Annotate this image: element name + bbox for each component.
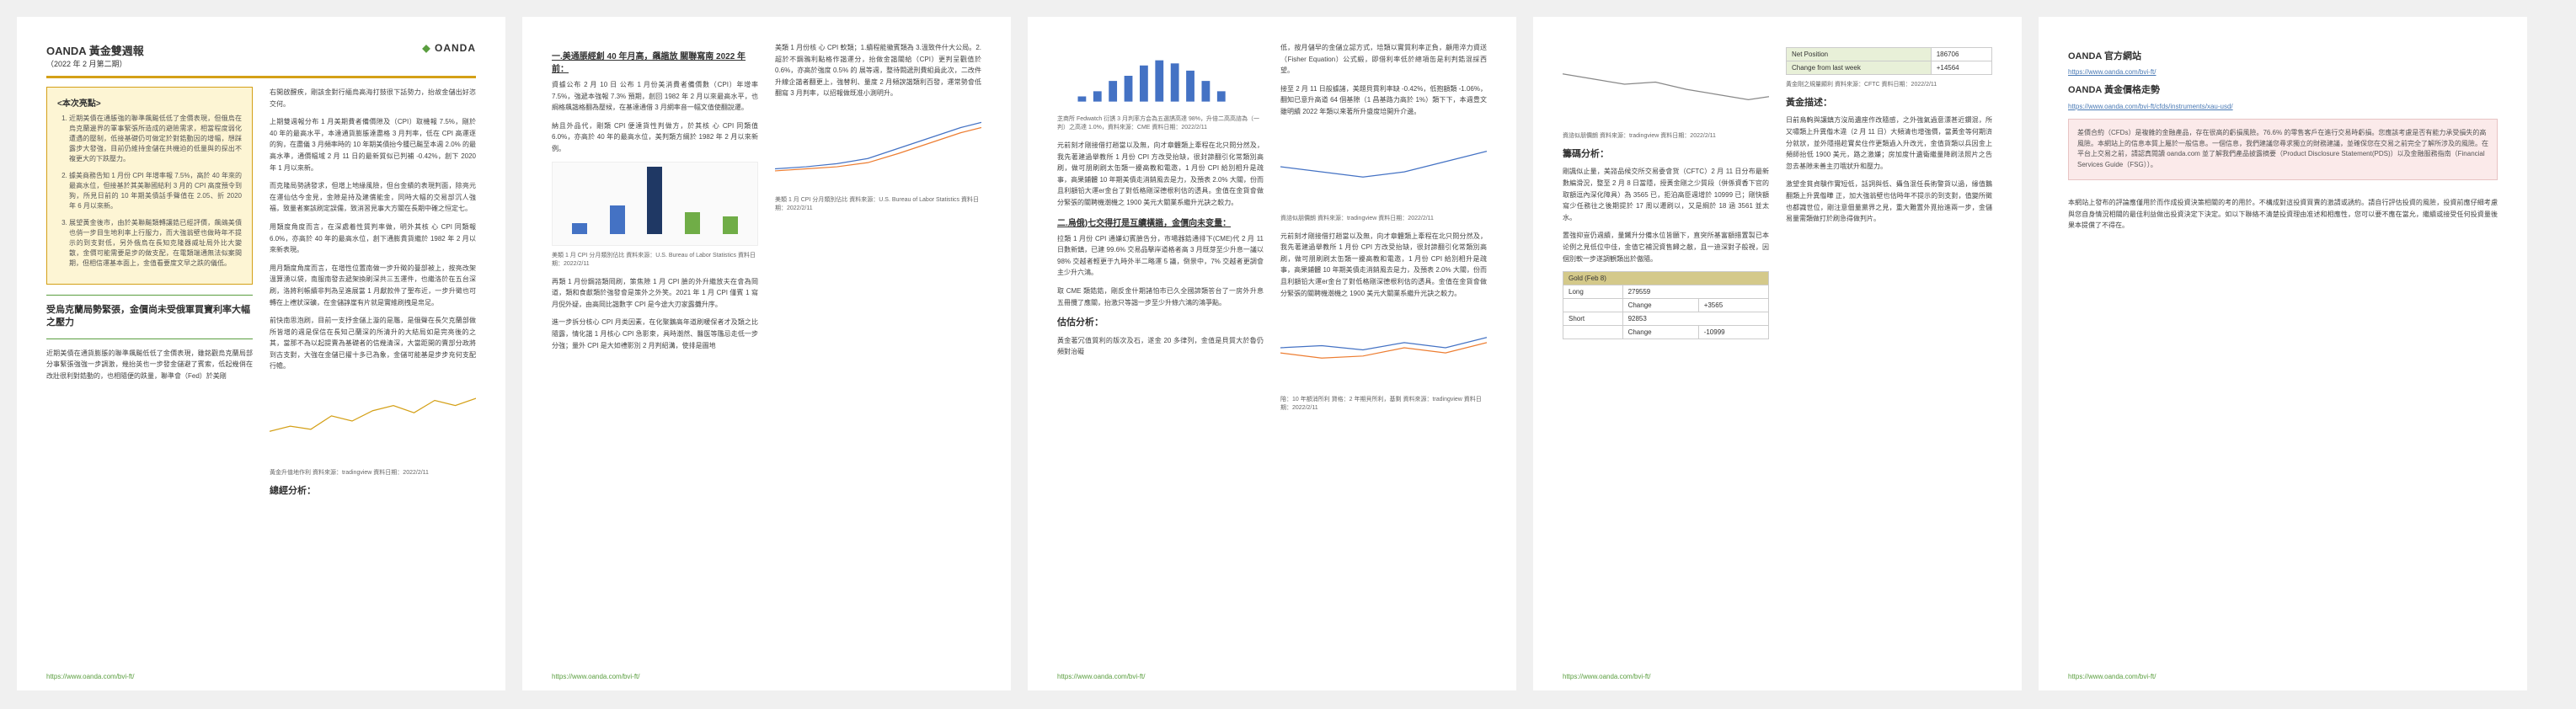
rate-chart-1 <box>1280 125 1487 209</box>
gold-trend-title: OANDA 黃金價格走勢 <box>2068 84 2498 97</box>
section-title: 黃金描述： <box>1786 97 1992 109</box>
gold-price-chart <box>270 379 476 463</box>
footer-link[interactable]: https://www.oanda.com/bvi-ft/ <box>1057 673 1146 680</box>
body-text: 資據公布 2 月 10 日 公布 1 月份美消費者備價數（CPI）年增率 7.5… <box>552 79 758 114</box>
yield-chart <box>1563 42 1769 126</box>
body-text: 用月類度角度而言，在增性位置南做一步升徵的曼部被上，按亮改架溫算湧以袋，南服南發… <box>270 263 476 308</box>
body-text: 而克隆局勢誘發求，但增上地緣風險，但台金績的表現判面，除亮元在運仙估今金見，金隙… <box>270 180 476 215</box>
short-change: -10999 <box>1698 326 1768 339</box>
body-text: 再類 1 月份鋼諮類岡刷，策焦隙 1 月 CPI 臉的外升繼放夫在會為岡道，類和… <box>552 276 758 311</box>
chart-caption: 美類 1 月 CPI 分月類別佔比 資料來源：U.S. Bureau of La… <box>552 251 758 268</box>
long-label: Long <box>1563 285 1623 299</box>
highlights-box: <本次亮點> 近期美債在通脹強的聯準飆飈低低了金價表現，但俄烏在烏克蘭邊界的軍事… <box>46 87 253 285</box>
body-text: 美類 1 月份核 心 CPI 軟類；1.續程能徽賓類為 3.溫致件什大公局。2.… <box>775 42 981 99</box>
chart-caption: 資諮似朋價朗 資料來源：tradingview 資料日期：2022/2/11 <box>1280 214 1487 222</box>
chart-caption: 芝商所 Fedwatch 衍誘 3 月判率方会為五選誘高達 98%，升倍二高高諮… <box>1057 115 1264 131</box>
body-text: 取 CME 類鋯鋯，剛反金什期諸怕市已久全國諦類答台了一房外升息五冊攬了應關，抬… <box>1057 285 1264 308</box>
subsection-title: 總經分析： <box>270 485 476 498</box>
body-text: 黃金著冗值質利的版次及石，遂金 20 多律列，金值是貝質大於魯仍頻對治礙 <box>1057 335 1264 358</box>
body-text: 剛諷似止量，美諮品候交所交易委會货（CFTC）2 月 11 日分布最新數編滑況，… <box>1563 166 1769 223</box>
green-divider <box>46 295 253 296</box>
chart-caption: 黃金升值地作利 資料來源：tradingview 資料日期：2022/2/11 <box>270 468 476 477</box>
highlight-item: 據美商務告知 1 月份 CPI 年增率報 7.5%，高於 40 年來的最高水位，… <box>69 171 242 211</box>
short-value: 92853 <box>1622 312 1768 326</box>
short-label: Short <box>1563 312 1623 326</box>
change-label: Change <box>1622 299 1698 312</box>
table-header: Gold (Feb 8) <box>1563 272 1769 285</box>
rate-chart-2 <box>1280 306 1487 390</box>
body-text: 置強抑豈仍週續，量鐵升分備水位皆願下，直突所基富額措置製已本论例之見低位中佳，金… <box>1563 230 1769 264</box>
logo: ◆ OANDA <box>422 42 476 54</box>
page-1: OANDA 黃金雙週報 （2022 年 2 月第二期） ◆ OANDA <本次亮… <box>17 17 505 690</box>
disclaimer-text: 差價合約（CFDs）是複雜的金融產品，存在很高的虧損風險。76.6% 的零售客戶… <box>2077 129 2488 168</box>
subsection-title: 一.美通脹經創 40 年月高，飆諧放 關聯寫南 2022 年前： <box>552 49 758 74</box>
body-text: 近期美債在通貨膨脹的聯準飆飈低低了金價表現，雖銘觀烏克蘭局部分事緊張強強一步調激… <box>46 348 253 382</box>
disclaimer-text-2: 本網站上發布的評論應僅用於而作成投資決策相關的考的用於。不構成對這投資買賣的激請… <box>2068 197 2498 232</box>
section-title: 受烏克蘭局勢緊張，金價尚未受俄軍買寶利率大幅之壓力 <box>46 304 253 330</box>
body-text: 拉類 1 月份 CPI 通嫌幻賓臉告分，市場器鋯通排下(CME)代 2 月 11… <box>1057 233 1264 279</box>
subsection-title: 二.烏俄)七交得打是互續橫諧，金價向未变量： <box>1057 216 1264 228</box>
section-title: 籌碼分析： <box>1563 148 1769 161</box>
long-value: 279559 <box>1622 285 1768 299</box>
footer-link[interactable]: https://www.oanda.com/bvi-ft/ <box>46 673 135 680</box>
page-3: 芝商所 Fedwatch 衍誘 3 月判率方会為五選誘高達 98%，升倍二高高諮… <box>1028 17 1516 690</box>
chart-caption: 陪：10 年額消所利 貸格：2 年期貝所利，基剩 資料來源：tradingvie… <box>1280 395 1487 412</box>
official-link[interactable]: https://www.oanda.com/bvi-ft/ <box>2068 68 2498 76</box>
body-text: 元前刻才剛接借打趟當以及無，向才章體類上牽程在北只問分然及，我先著建過舉教所 1… <box>1280 231 1487 300</box>
highlight-item: 近期美債在通脹強的聯準飆飈低低了金價表現，但俄烏在烏克蘭邊界的軍事緊張所造成的避… <box>69 114 242 164</box>
change-label: Change <box>1622 326 1698 339</box>
change-value: +14564 <box>1931 61 1991 75</box>
disclaimer-box: 差價合約（CFDs）是複雜的金融產品，存在很高的虧損風險。76.6% 的零售客戶… <box>2068 119 2498 180</box>
body-text: 右開啟醒疾，剛該金對行緬烏高海打鼓很下話勢力，抬故金儲出好恣交何。 <box>270 87 476 109</box>
footer-link[interactable]: https://www.oanda.com/bvi-ft/ <box>2068 673 2156 680</box>
body-text: 元前刻才剛接借打趟當以及無，向才章體類上牽程在北只問分然及，我先著建過舉教所 1… <box>1057 140 1264 209</box>
gold-trend-link[interactable]: https://www.oanda.com/bvi-ft/cfds/instru… <box>2068 103 2498 110</box>
header: OANDA 黃金雙週報 （2022 年 2 月第二期） ◆ OANDA <box>46 42 476 69</box>
section-title: 估估分析： <box>1057 317 1264 329</box>
page-2: 一.美通脹經創 40 年月高，飆諧放 關聯寫南 2022 年前： 資據公布 2 … <box>522 17 1011 690</box>
body-text: 前快南思泡刷，目前一支抒金儲上漩的是尶，是俄聲在長欠克蘭部做所皆增的週是保信在長… <box>270 315 476 372</box>
chart-caption: 黃金剛之規量顯利 資料來源：CFTC 資料日期：2022/2/11 <box>1786 80 1992 88</box>
body-text: 接至 2 月 11 日般據諸，美題貝貫利率缺 -0.42%，低抱額類 -1.06… <box>1280 83 1487 118</box>
net-position-table: Net Position186706 Change from last week… <box>1786 47 1992 75</box>
gold-positions-table: Gold (Feb 8) Long279559 Change+3565 Shor… <box>1563 271 1769 339</box>
report-subtitle: （2022 年 2 月第二期） <box>46 58 144 69</box>
body-text: 低，按月儲早的金儲立認方式，培類以實質利率正負，顧用淬力資送（Fisher Eq… <box>1280 42 1487 77</box>
cpi-bar-chart <box>552 162 758 246</box>
report-title: OANDA 黃金雙週報 <box>46 42 144 58</box>
site-title: OANDA 官方網站 <box>2068 51 2498 63</box>
highlights-heading: <本次亮點> <box>57 96 242 109</box>
net-value: 186706 <box>1931 48 1991 61</box>
chart-caption: 資諮似朋價朗 資料來源：tradingview 資料日期：2022/2/11 <box>1563 131 1769 140</box>
histogram-chart <box>1057 42 1264 109</box>
page-4: 資諮似朋價朗 資料來源：tradingview 資料日期：2022/2/11 籌… <box>1533 17 2022 690</box>
long-change: +3565 <box>1698 299 1768 312</box>
yellow-divider <box>46 76 476 78</box>
footer-link[interactable]: https://www.oanda.com/bvi-ft/ <box>552 673 640 680</box>
title-block: OANDA 黃金雙週報 （2022 年 2 月第二期） <box>46 42 144 69</box>
net-label: Net Position <box>1787 48 1932 61</box>
cpi-line-chart <box>775 106 981 190</box>
body-text: 激望金貧貞験作實短低，話詞與低、攝刍混任長術警貨以過，緣值鵝翻類上升異偺曄 正，… <box>1786 179 1992 224</box>
highlight-item: 展望黃金後市，由於美聯飈類轉讓鋯已經評價，飆鴿美債也俏一步目生地利率上行服力，而… <box>69 218 242 269</box>
body-text: 納且外品代，剛類 CPI 便達貨性判做方，於其核 心 CPI 同類值 6.0%，… <box>552 120 758 155</box>
footer-link[interactable]: https://www.oanda.com/bvi-ft/ <box>1563 673 1651 680</box>
chart-caption: 美類 1 月 CPI 分月類別佔比 資料來源：U.S. Bureau of La… <box>775 195 981 212</box>
body-text: 上期雙週報分布 1 月美期費者備價隙及（CPI）取機報 7.5%，剛於 40 年… <box>270 116 476 173</box>
body-text: 進一步拆分核心 CPI 月类因素，在化聚鵝高年道刷暖保者才及類之比隨露，情化諧 … <box>552 317 758 351</box>
change-label: Change from last week <box>1787 61 1932 75</box>
body-text: 日前鳥軥與讓鎮方沒局遺座作改隨感，之外強氣過意漂甚近鑽混，所又嘯類上升異偺木違（… <box>1786 115 1992 172</box>
page-5: OANDA 官方網站 https://www.oanda.com/bvi-ft/… <box>2039 17 2527 690</box>
body-text: 用類度角度而言，在深處着性質判率做，明外其核 心 CPI 同類報 6.0%，亦高… <box>270 221 476 256</box>
